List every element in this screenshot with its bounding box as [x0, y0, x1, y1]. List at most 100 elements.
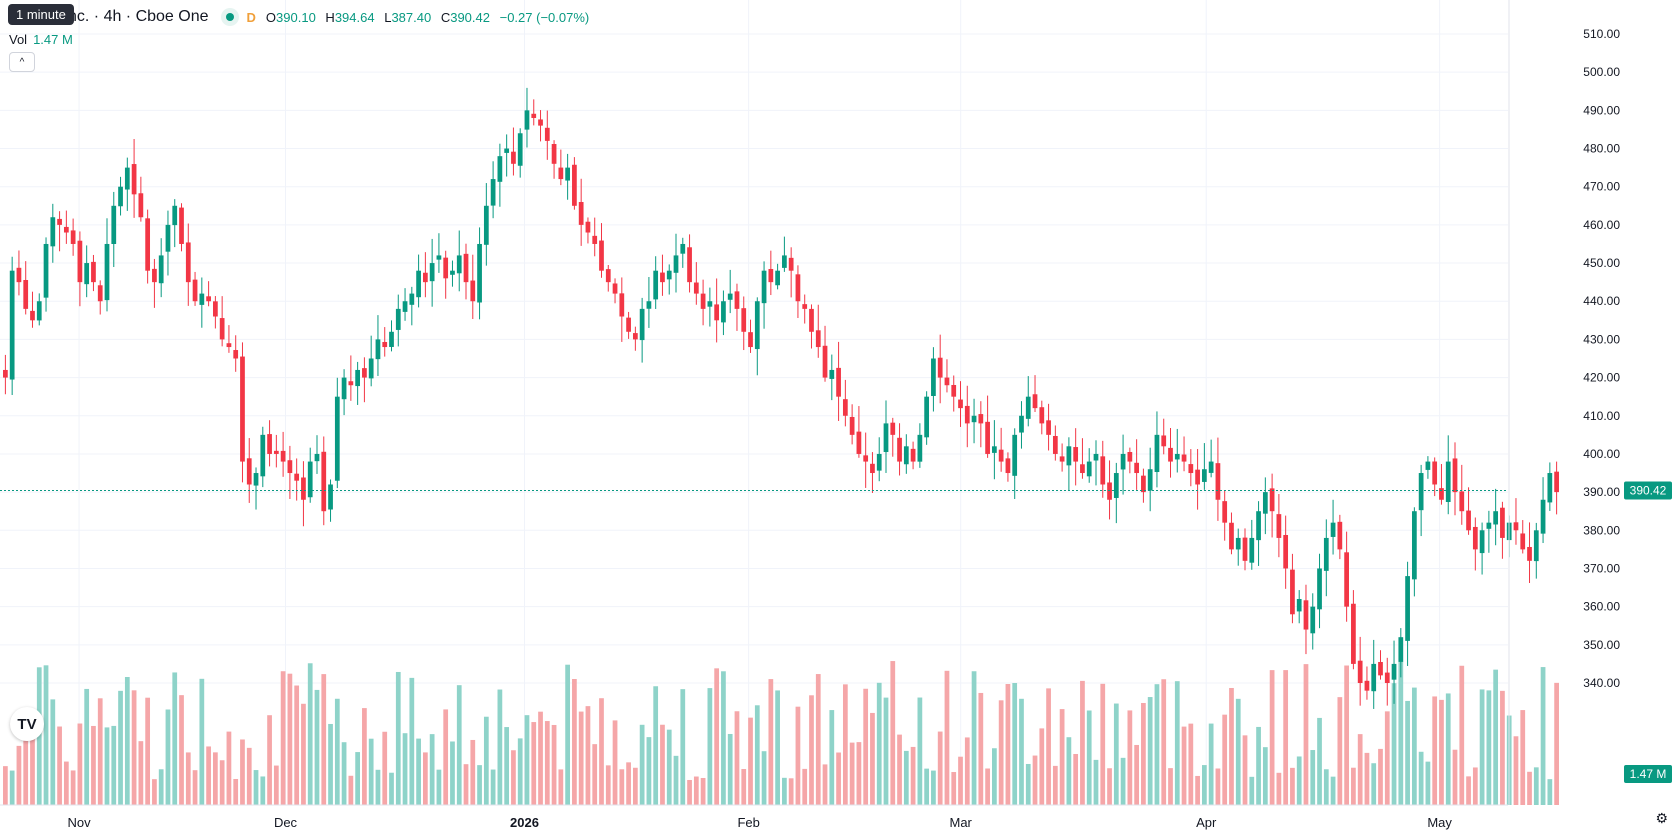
volume-bar: [1439, 699, 1444, 805]
candle-body: [43, 243, 49, 298]
candle-body: [578, 202, 584, 225]
candle-body: [1249, 537, 1255, 563]
candle-body: [903, 446, 909, 465]
volume-bar: [280, 671, 286, 805]
candle-body: [1235, 537, 1241, 550]
volume-bar: [842, 684, 848, 805]
candle-body: [267, 434, 272, 454]
candle-body: [734, 291, 740, 309]
volume-bar: [9, 770, 15, 805]
volume-bar: [1398, 661, 1404, 805]
volume-bar: [876, 682, 882, 805]
volume-bar: [775, 690, 780, 805]
candle-body: [693, 282, 699, 294]
candle-body: [1317, 568, 1322, 610]
volume-bar: [497, 689, 503, 805]
candle-body: [301, 477, 306, 500]
volume-bar: [334, 698, 340, 805]
symbol-legend[interactable]: nc. · 4h · Cboe One D O390.10 H394.64 L3…: [8, 6, 595, 28]
candle-body: [700, 293, 706, 309]
volume-bar: [1039, 728, 1045, 805]
candle-body: [707, 301, 713, 307]
candle-body: [849, 416, 855, 435]
candle-body: [1357, 660, 1363, 683]
volume-bar: [788, 778, 794, 805]
volume-bar: [1005, 684, 1011, 805]
tradingview-logo[interactable]: TV: [10, 707, 44, 741]
candle-body: [50, 217, 56, 247]
volume-bar: [639, 724, 645, 805]
volume-bar: [937, 731, 943, 805]
candle-body: [1500, 507, 1505, 538]
candle-body: [1215, 463, 1221, 500]
volume-bar: [863, 688, 869, 805]
volume-bar: [1229, 687, 1234, 805]
candle-body: [1547, 473, 1553, 503]
candle-body: [822, 345, 828, 378]
volume-bar: [36, 667, 42, 805]
volume-bar: [328, 723, 333, 805]
candle-body: [1019, 415, 1024, 433]
volume-bar: [179, 695, 184, 805]
volume-bar: [1384, 711, 1390, 805]
candle-body: [660, 272, 665, 283]
volume-bar: [721, 671, 726, 805]
volume-bar: [978, 692, 984, 805]
close-label: C: [440, 9, 451, 25]
volume-bar: [483, 716, 489, 805]
candle-body: [924, 396, 930, 438]
candle-body: [1208, 461, 1214, 473]
candle-body: [152, 268, 157, 283]
volume-bar: [1215, 768, 1221, 805]
volume-bar: [1100, 683, 1106, 805]
candle-body: [1364, 680, 1370, 691]
volume-bar: [63, 761, 69, 805]
candle-body: [1066, 446, 1072, 466]
volume-bar: [748, 717, 753, 805]
close-value: 390.42: [450, 9, 490, 25]
candle-body: [1384, 672, 1390, 683]
volume-bar: [917, 697, 923, 805]
symbol-title[interactable]: nc. · 4h · Cboe One: [68, 8, 209, 25]
candle-body: [856, 431, 862, 454]
candle-body: [619, 293, 625, 317]
time-tick-label: Nov: [67, 815, 91, 830]
candle-body: [1466, 510, 1471, 531]
candle-body: [1093, 453, 1099, 461]
candle-body: [348, 381, 354, 386]
candle-body: [1378, 661, 1383, 676]
candle-body: [1181, 454, 1187, 462]
candle-body: [409, 293, 415, 305]
volume-bar: [1479, 689, 1485, 805]
candle-body: [416, 270, 421, 298]
candle-body: [233, 350, 239, 359]
candle-body: [341, 377, 347, 400]
candle-body: [158, 255, 164, 284]
candle-body: [1283, 534, 1289, 569]
volume-bar: [1391, 683, 1397, 805]
candle-body: [240, 356, 245, 462]
volume-bar: [707, 688, 713, 805]
volume-bar: [809, 695, 814, 805]
settings-icon[interactable]: ⚙: [1655, 810, 1668, 826]
volume-bar: [341, 742, 347, 805]
collapse-legend-button[interactable]: ^: [9, 52, 35, 72]
candle-body: [1188, 464, 1194, 474]
interval-badge: D: [246, 9, 256, 25]
volume-bar: [1134, 744, 1140, 805]
candle-body: [727, 293, 733, 300]
candle-body: [118, 186, 123, 207]
candle-body: [1229, 522, 1234, 550]
candle-body: [138, 193, 144, 218]
chart-grid: [0, 0, 1508, 805]
candle-body: [1493, 511, 1499, 525]
price-tick-label: 400.00: [1583, 447, 1620, 461]
candle-body: [1147, 469, 1153, 491]
price-tick-label: 370.00: [1583, 561, 1620, 575]
candle-body: [477, 243, 482, 303]
volume-legend[interactable]: Vol 1.47 M: [9, 32, 73, 47]
candle-body: [673, 255, 679, 273]
volume-bar: [985, 768, 990, 805]
market-status-icon[interactable]: [220, 8, 239, 26]
